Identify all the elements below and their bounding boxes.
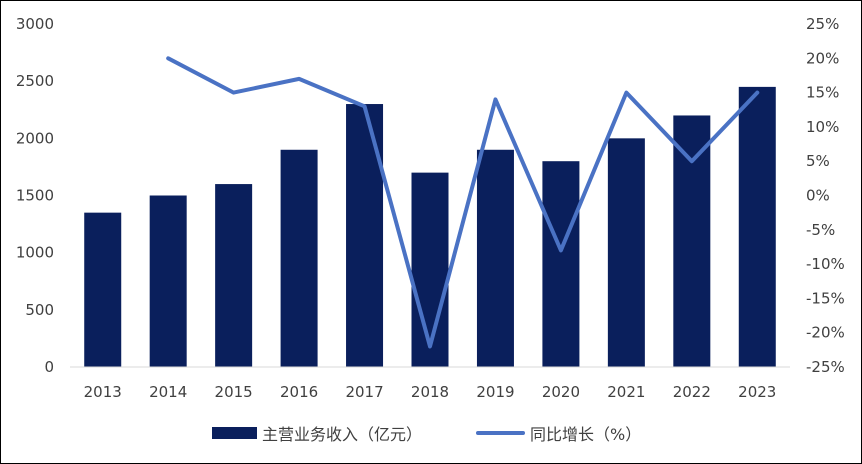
legend-bar-swatch — [212, 427, 257, 439]
right-tick-label: 15% — [806, 84, 839, 102]
x-tick-label: 2014 — [149, 383, 187, 401]
right-tick-label: -5% — [806, 221, 835, 239]
bar — [346, 104, 384, 368]
right-tick-label: 25% — [806, 15, 839, 33]
right-axis-ticks: -25% -20% -15% -10% -5% 0% 5% 10% 15% 20% 25% — [806, 15, 845, 376]
right-tick-label: -25% — [806, 358, 845, 376]
left-tick-label: 500 — [25, 301, 54, 319]
bar-series — [84, 86, 776, 368]
bar — [215, 184, 253, 367]
bar — [280, 149, 318, 367]
right-tick-label: -10% — [806, 255, 845, 273]
legend-line-label: 同比增长（%） — [530, 425, 641, 444]
x-tick-label: 2022 — [673, 383, 711, 401]
x-tick-label: 2016 — [280, 383, 318, 401]
bar — [738, 86, 776, 367]
left-axis-ticks: 0 500 1000 1500 2000 2500 3000 — [16, 15, 54, 376]
bar — [476, 149, 514, 367]
bar — [607, 138, 645, 367]
x-tick-label: 2017 — [345, 383, 383, 401]
x-tick-label: 2020 — [542, 383, 580, 401]
left-tick-label: 3000 — [16, 15, 54, 33]
bar — [411, 172, 449, 367]
bar — [542, 161, 580, 367]
x-tick-label: 2018 — [411, 383, 449, 401]
left-tick-label: 1500 — [16, 187, 54, 205]
x-tick-label: 2021 — [607, 383, 645, 401]
bar — [673, 115, 711, 367]
left-tick-label: 2000 — [16, 129, 54, 147]
left-tick-label: 0 — [44, 358, 54, 376]
right-tick-label: -20% — [806, 324, 845, 342]
x-tick-label: 2015 — [215, 383, 253, 401]
x-tick-label: 2013 — [84, 383, 122, 401]
x-tick-label: 2019 — [476, 383, 514, 401]
growth-line — [166, 56, 760, 349]
right-tick-label: -15% — [806, 289, 845, 307]
left-tick-label: 1000 — [16, 244, 54, 262]
left-tick-label: 2500 — [16, 72, 54, 90]
x-axis-ticks: 2013 2014 2015 2016 2017 2018 2019 2020 2021 2022… — [84, 383, 777, 401]
legend-bar-label: 主营业务收入（亿元） — [262, 425, 422, 444]
bar — [84, 212, 122, 367]
right-tick-label: 10% — [806, 118, 839, 136]
right-tick-label: 20% — [806, 49, 839, 67]
line-series — [166, 56, 760, 349]
right-tick-label: 5% — [806, 152, 830, 170]
x-tick-label: 2023 — [738, 383, 776, 401]
legend: 主营业务收入（亿元） 同比增长（%） — [212, 425, 641, 444]
bar — [149, 195, 187, 367]
right-tick-label: 0% — [806, 187, 830, 205]
